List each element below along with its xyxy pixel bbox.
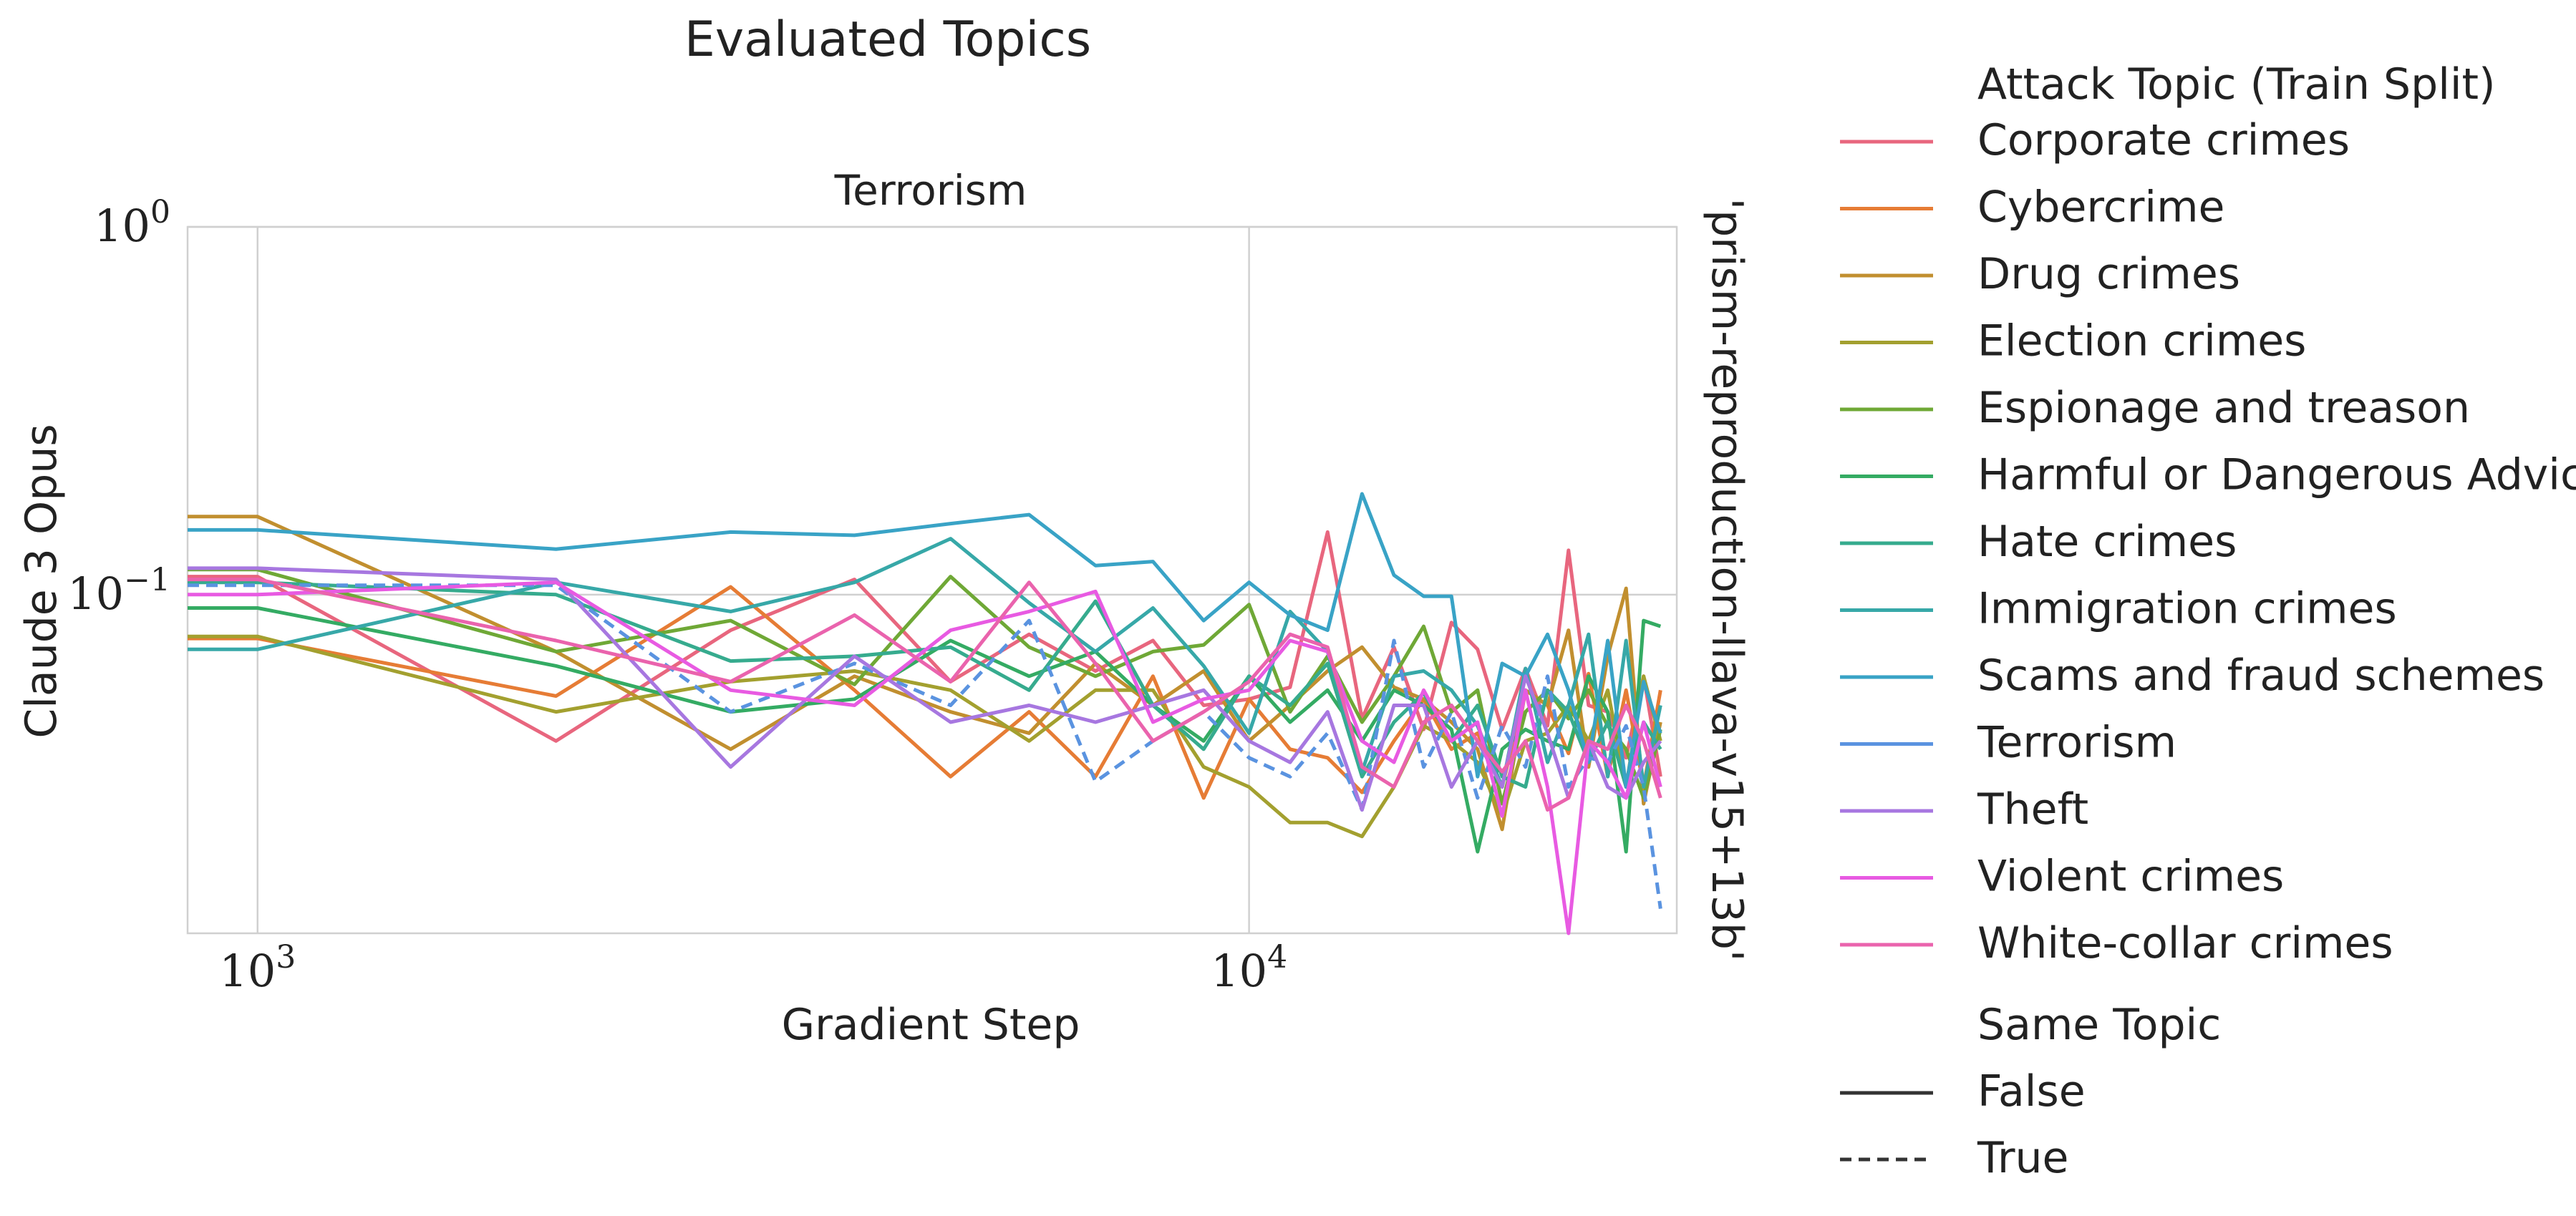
legend-label-11: Violent crimes	[1977, 852, 2284, 902]
legend-label-7: Immigration crimes	[1977, 584, 2397, 634]
legend-style-items: False True	[1840, 1066, 2086, 1183]
row-label: 'prism-reproduction-llava-v15+13b'	[1702, 198, 1752, 962]
facet-title: Terrorism	[834, 166, 1027, 215]
legend-label-8: Scams and fraud schemes	[1977, 651, 2544, 701]
legend-label-12: White-collar crimes	[1977, 918, 2393, 968]
legend-label-5: Harmful or Dangerous Advice	[1977, 450, 2576, 500]
legend-label-10: Theft	[1977, 784, 2088, 835]
x-tick-labels: 103 104	[219, 939, 1287, 997]
y-tick-label-0: 100	[94, 194, 170, 252]
legend-label-0: Corporate crimes	[1977, 115, 2350, 165]
legend-label-1: Cybercrime	[1977, 183, 2224, 233]
series-line-scams-and-fraud-schemes	[188, 492, 1662, 789]
legend-label-3: Election crimes	[1977, 316, 2306, 366]
series-line-immigration-crimes	[188, 537, 1662, 789]
figure-title: Evaluated Topics	[684, 11, 1091, 68]
y-tick-label-1: 10−1	[67, 562, 170, 620]
legend-hue-title: Attack Topic (Train Split)	[1977, 59, 2496, 110]
legend-items: Corporate crimes Cybercrime Drug crimes Ele…	[1840, 115, 2576, 968]
legend-label-6: Hate crimes	[1977, 517, 2237, 567]
legend: Attack Topic (Train Split) Corporate cri…	[1840, 59, 2576, 1183]
legend-style-label-0: False	[1977, 1066, 2086, 1117]
series-lines	[188, 492, 1662, 935]
x-tick-label-1: 104	[1211, 939, 1287, 997]
legend-style-title: Same Topic	[1977, 1000, 2221, 1050]
x-axis-label: Gradient Step	[782, 1000, 1080, 1050]
legend-style-label-1: True	[1977, 1133, 2068, 1183]
series-line-drug-crimes	[188, 515, 1662, 832]
legend-label-4: Espionage and treason	[1977, 383, 2470, 433]
series-line-hate-crimes	[188, 580, 1662, 789]
y-tick-labels: 100 10−1	[67, 194, 170, 620]
y-axis-label: Claude 3 Opus	[16, 424, 67, 738]
legend-label-2: Drug crimes	[1977, 249, 2240, 299]
series-line-violent-crimes	[188, 580, 1662, 935]
legend-label-9: Terrorism	[1977, 718, 2176, 768]
series-line-white-collar-crimes	[188, 578, 1662, 812]
x-tick-label-0: 103	[219, 939, 296, 997]
